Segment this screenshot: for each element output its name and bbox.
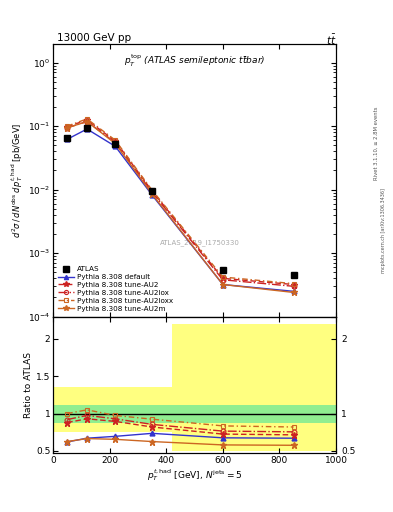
Text: ATLAS_2019_I1750330: ATLAS_2019_I1750330 — [160, 240, 240, 246]
Legend: ATLAS, Pythia 8.308 default, Pythia 8.308 tune-AU2, Pythia 8.308 tune-AU2lox, Py: ATLAS, Pythia 8.308 default, Pythia 8.30… — [57, 265, 174, 313]
Text: Rivet 3.1.10, ≥ 2.8M events: Rivet 3.1.10, ≥ 2.8M events — [374, 106, 379, 180]
Text: mcplots.cern.ch [arXiv:1306.3436]: mcplots.cern.ch [arXiv:1306.3436] — [381, 188, 386, 273]
Text: $t\bar{t}$: $t\bar{t}$ — [325, 33, 336, 48]
Y-axis label: Ratio to ATLAS: Ratio to ATLAS — [24, 352, 33, 418]
X-axis label: $p_T^{t,\mathrm{had}}$ [GeV], $N^{\mathrm{jets}} = 5$: $p_T^{t,\mathrm{had}}$ [GeV], $N^{\mathr… — [147, 467, 242, 483]
Text: $p_T^{\mathrm{top}}$ (ATLAS semileptonic tt̄bar): $p_T^{\mathrm{top}}$ (ATLAS semileptonic… — [124, 53, 265, 70]
Y-axis label: $d^2\sigma\,/\,d N^{\mathrm{obs}}\,d\,p_T^{t,\mathrm{had}}$ [pb/GeV]: $d^2\sigma\,/\,d N^{\mathrm{obs}}\,d\,p_… — [9, 122, 25, 238]
Text: 13000 GeV pp: 13000 GeV pp — [57, 33, 131, 44]
